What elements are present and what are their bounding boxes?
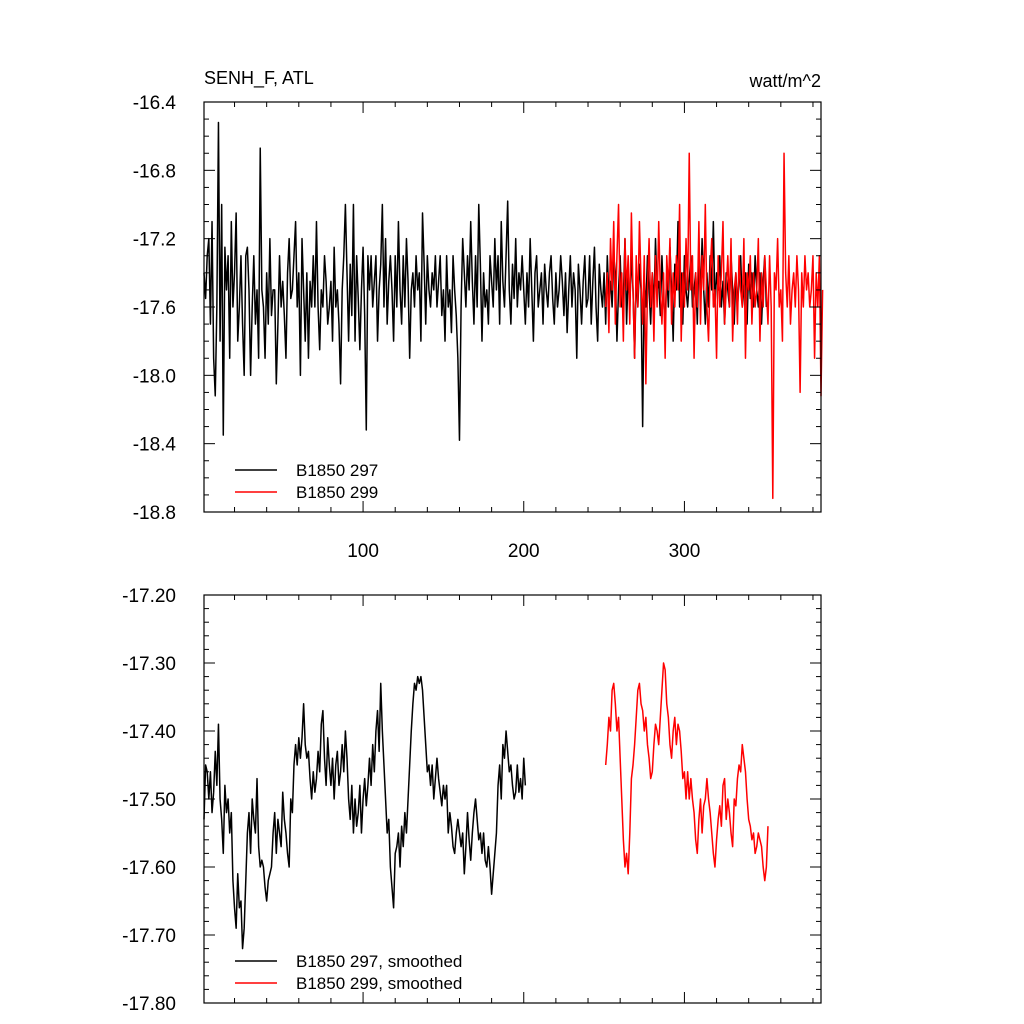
y-tick-label: -17.40 bbox=[122, 722, 176, 743]
series-line-2 bbox=[604, 662, 769, 882]
legend-label: B1850 297 bbox=[296, 461, 378, 480]
series-line-1 bbox=[203, 121, 768, 441]
y-tick-label: -17.2 bbox=[133, 230, 176, 251]
y-tick-label: -18.0 bbox=[133, 366, 176, 387]
series-line-2 bbox=[604, 152, 824, 500]
top-panel: SENH_F, ATL watt/m^2 100 200 300 -16.4 -16.8… bbox=[133, 68, 824, 562]
bottom-panel: -17.20 -17.30 -17.40 -17.50 -17.60 -17.70 -17.… bbox=[122, 586, 822, 1015]
x-tick-label: 300 bbox=[669, 541, 701, 562]
x-tick-label: 200 bbox=[508, 541, 540, 562]
legend-label: B1850 299, smoothed bbox=[296, 974, 462, 993]
y-tick-label: -17.60 bbox=[122, 858, 176, 879]
y-tick-label: -17.80 bbox=[122, 994, 176, 1015]
legend-label: B1850 299 bbox=[296, 483, 378, 502]
y-tick-label: -18.8 bbox=[133, 503, 176, 524]
y-tick-label: -17.70 bbox=[122, 926, 176, 947]
y-tick-label: -17.30 bbox=[122, 654, 176, 675]
y-tick-label: -17.50 bbox=[122, 790, 176, 811]
legend-label: B1850 297, smoothed bbox=[296, 952, 462, 971]
x-tick-label: 100 bbox=[347, 541, 379, 562]
series-line-1 bbox=[203, 675, 527, 950]
y-tick-label: -17.20 bbox=[122, 586, 176, 607]
y-tick-label: -18.4 bbox=[133, 435, 177, 456]
top-panel-title: SENH_F, ATL bbox=[204, 68, 314, 89]
y-tick-label: -17.6 bbox=[133, 298, 176, 319]
top-panel-units: watt/m^2 bbox=[749, 71, 821, 91]
y-tick-label: -16.8 bbox=[133, 161, 176, 182]
y-tick-label: -16.4 bbox=[133, 93, 177, 114]
